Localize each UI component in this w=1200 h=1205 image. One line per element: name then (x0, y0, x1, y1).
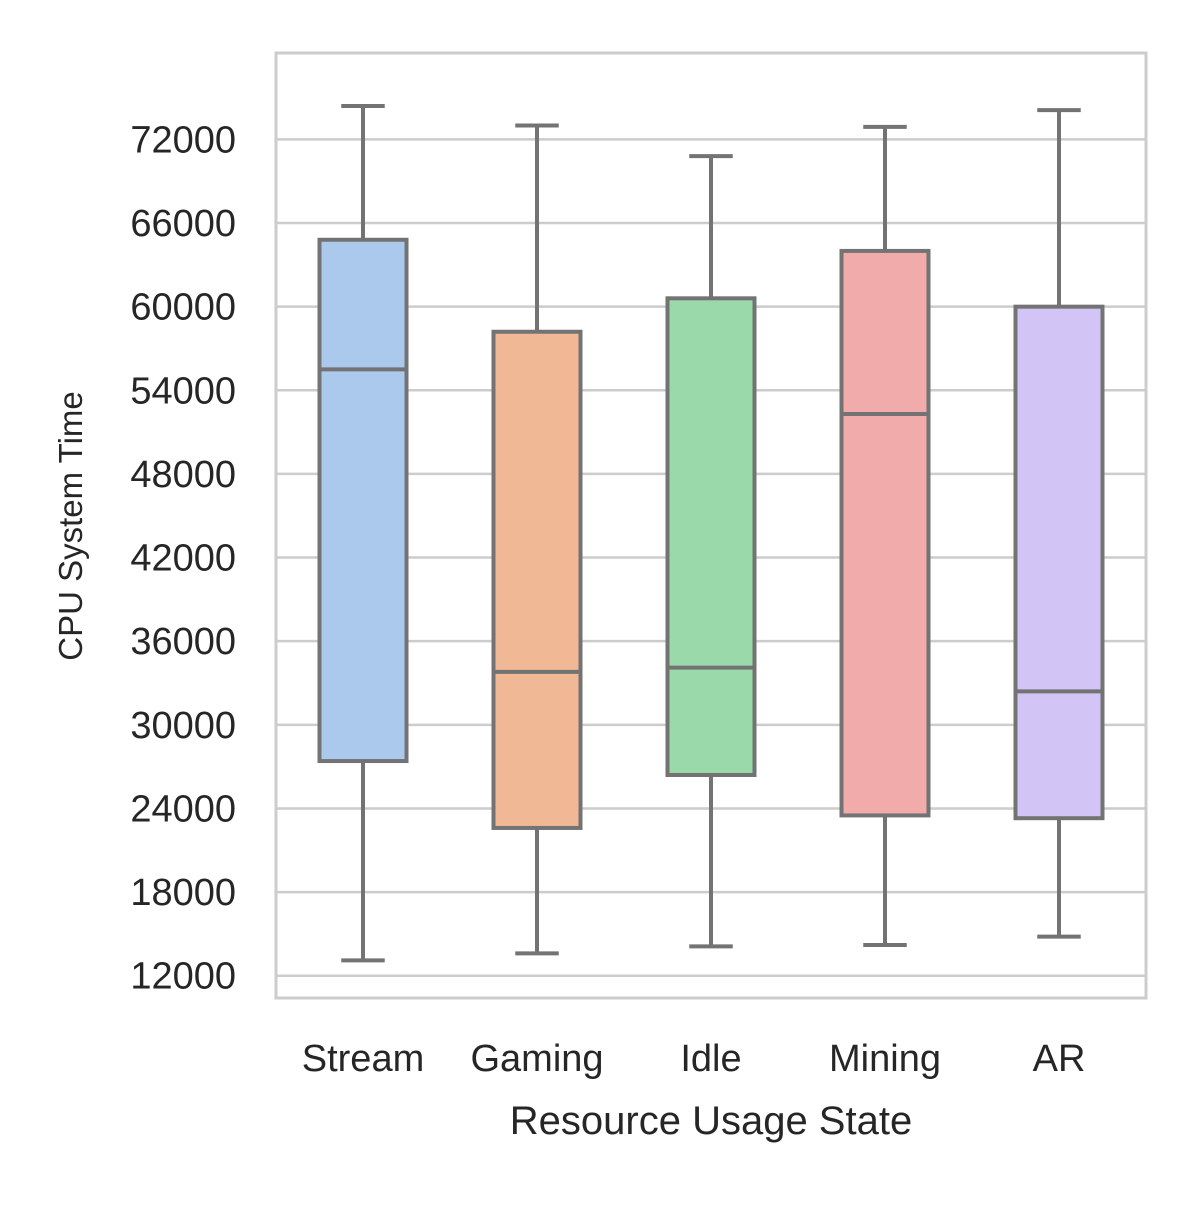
iqr-box (665, 296, 757, 777)
iqr-box (317, 237, 409, 764)
y-axis-label: CPU System Time (52, 391, 89, 661)
y-tick-label: 30000 (130, 705, 236, 747)
y-tick-label: 36000 (130, 621, 236, 663)
x-tick-label: Mining (829, 1038, 941, 1080)
y-tick-labels: 12000 18000 24000 30000 36000 42000 48000 54000… (130, 119, 236, 997)
y-tick-label: 54000 (130, 370, 236, 412)
x-axis-label: Resource Usage State (510, 1099, 912, 1143)
y-tick-label: 24000 (130, 788, 236, 830)
x-tick-label: Stream (302, 1038, 424, 1080)
y-tick-label: 60000 (130, 287, 236, 329)
x-tick-label: AR (1033, 1038, 1086, 1080)
y-tick-label: 12000 (130, 956, 236, 998)
box-ar (1013, 108, 1105, 939)
boxes (317, 103, 1105, 963)
box-idle (665, 154, 757, 949)
x-tick-label: Idle (680, 1038, 741, 1080)
plot-frame (274, 51, 1148, 1000)
iqr-box (491, 329, 583, 830)
y-tick-label: 42000 (130, 538, 236, 580)
box-mining (839, 124, 931, 948)
box-gaming (491, 123, 583, 956)
y-tick-label: 18000 (130, 872, 236, 914)
iqr-box (839, 248, 931, 818)
iqr-box (1013, 304, 1105, 821)
y-tick-label: 72000 (130, 119, 236, 161)
y-tick-label: 48000 (130, 454, 236, 496)
x-tick-label: Gaming (470, 1038, 603, 1080)
y-tick-label: 66000 (130, 203, 236, 245)
x-tick-labels: Stream Gaming Idle Mining AR (302, 1038, 1086, 1080)
box-stream (317, 103, 409, 963)
